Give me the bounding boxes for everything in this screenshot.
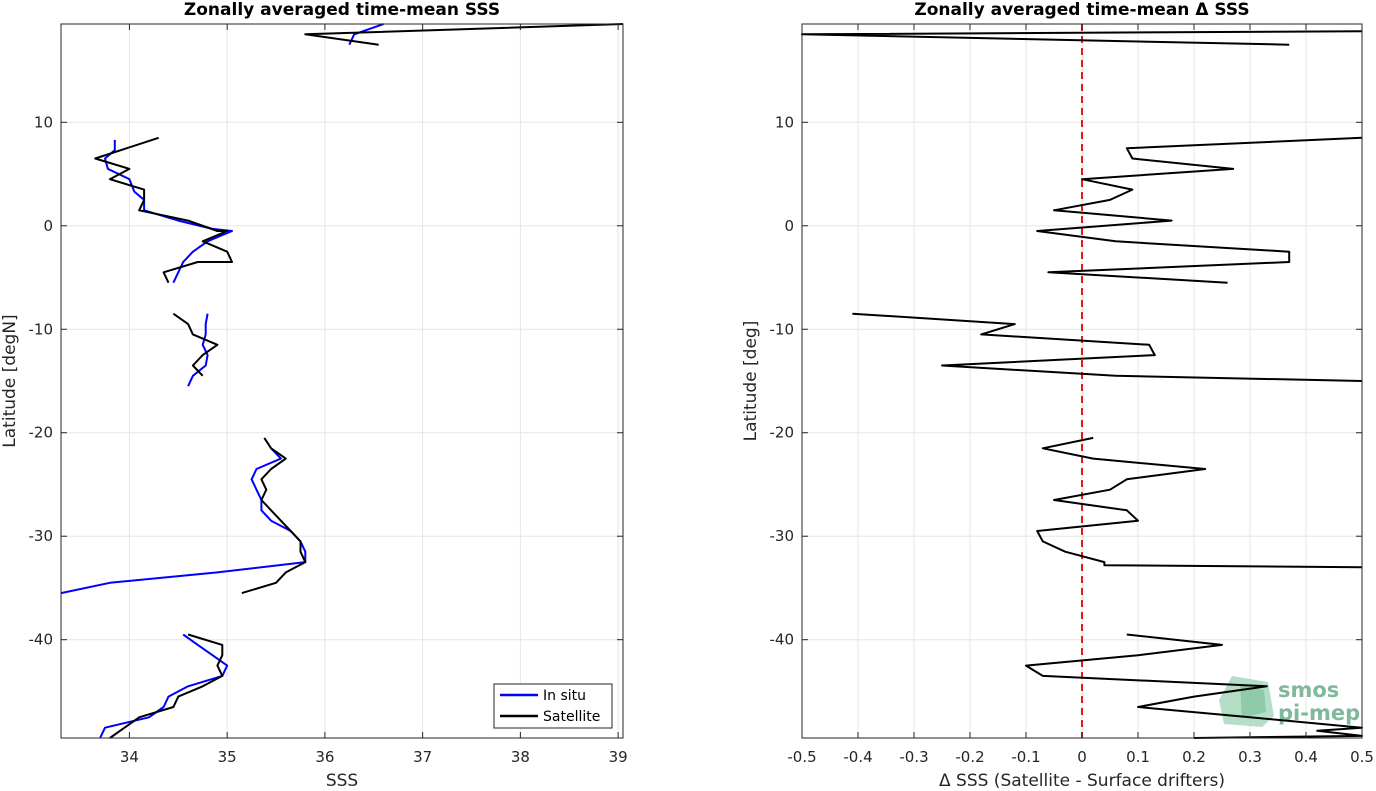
x-tick-label: 0 bbox=[1077, 748, 1087, 766]
series-line-delta-sss bbox=[1025, 633, 1363, 739]
legend-satellite-label: Satellite bbox=[543, 709, 600, 725]
legend-box bbox=[493, 683, 613, 729]
left-plot-area bbox=[61, 24, 623, 738]
x-tick-label: 34 bbox=[120, 748, 139, 766]
left-y-axis-label: Latitude [degN] bbox=[0, 314, 20, 447]
left-chart-title: Zonally averaged time-mean SSS bbox=[184, 0, 500, 20]
right-chart-panel: smos pi-mep -0.5 -0.4 -0.3 -0.2 -0.1 0 0.1 0.2 0… bbox=[741, 0, 1374, 791]
x-tick-label: 0.2 bbox=[1182, 748, 1206, 766]
y-tick-label: -20 bbox=[770, 424, 795, 442]
series-line-delta-sss bbox=[1036, 436, 1363, 569]
series-line-in-situ bbox=[60, 447, 307, 595]
x-tick-label: -0.2 bbox=[955, 748, 984, 766]
x-tick-label: 39 bbox=[609, 748, 628, 766]
logo-text-line1: smos bbox=[1278, 678, 1339, 702]
x-tick-label: -0.3 bbox=[899, 748, 928, 766]
series-line-satellite bbox=[109, 633, 224, 739]
y-tick-label: -10 bbox=[770, 320, 795, 338]
series-line-delta-sss bbox=[1036, 136, 1363, 284]
x-tick-label: -0.4 bbox=[843, 748, 872, 766]
series-line-satellite bbox=[172, 312, 219, 377]
y-tick-label: -20 bbox=[29, 424, 54, 442]
x-tick-label: 0.5 bbox=[1350, 748, 1374, 766]
x-tick-label: 0.4 bbox=[1294, 748, 1318, 766]
x-tick-label: 36 bbox=[315, 748, 334, 766]
y-tick-label: -40 bbox=[770, 631, 795, 649]
series-line-satellite bbox=[94, 136, 233, 284]
left-chart-panel: 34 35 36 37 38 39 -40 -30 -20 -10 0 10 Zonally aver… bbox=[0, 0, 628, 791]
legend: In situ Satellite bbox=[493, 683, 613, 729]
logo-emblem-facet bbox=[1240, 684, 1266, 718]
x-tick-label: 0.3 bbox=[1238, 748, 1262, 766]
y-tick-label: 0 bbox=[784, 217, 794, 235]
y-tick-label: -40 bbox=[29, 631, 54, 649]
y-tick-label: -30 bbox=[29, 527, 54, 545]
x-tick-label: -0.1 bbox=[1011, 748, 1040, 766]
y-tick-label: 10 bbox=[775, 113, 794, 131]
smos-pi-mep-logo: smos pi-mep bbox=[1219, 676, 1360, 727]
series-line-in-situ bbox=[187, 313, 209, 387]
x-tick-label: 0.1 bbox=[1126, 748, 1150, 766]
y-tick-label: 10 bbox=[34, 113, 53, 131]
left-x-axis-label: SSS bbox=[326, 771, 358, 791]
right-grid bbox=[802, 24, 1362, 738]
right-ticks: -0.5 -0.4 -0.3 -0.2 -0.1 0 0.1 0.2 0.3 0.4 0.5 -40 -… bbox=[770, 24, 1374, 766]
left-axes-box bbox=[60, 23, 624, 739]
x-tick-label: 38 bbox=[511, 748, 530, 766]
right-y-axis-label: Latitude [deg] bbox=[741, 321, 761, 442]
series-line-delta-sss bbox=[852, 312, 1363, 382]
legend-insitu-label: In situ bbox=[543, 688, 586, 704]
left-series-group bbox=[60, 23, 624, 739]
left-grid bbox=[61, 24, 623, 738]
y-tick-label: -10 bbox=[29, 320, 54, 338]
x-tick-label: -0.5 bbox=[787, 748, 816, 766]
left-ticks: 34 35 36 37 38 39 -40 -30 -20 -10 0 10 bbox=[29, 24, 628, 766]
right-x-axis-label: Δ SSS (Satellite - Surface drifters) bbox=[939, 771, 1225, 791]
x-tick-label: 37 bbox=[413, 748, 432, 766]
right-chart-title: Zonally averaged time-mean Δ SSS bbox=[914, 0, 1249, 20]
x-tick-label: 35 bbox=[218, 748, 237, 766]
y-tick-label: 0 bbox=[43, 217, 53, 235]
series-line-satellite bbox=[241, 437, 307, 595]
series-line-satellite bbox=[304, 23, 624, 46]
y-tick-label: -30 bbox=[770, 527, 795, 545]
